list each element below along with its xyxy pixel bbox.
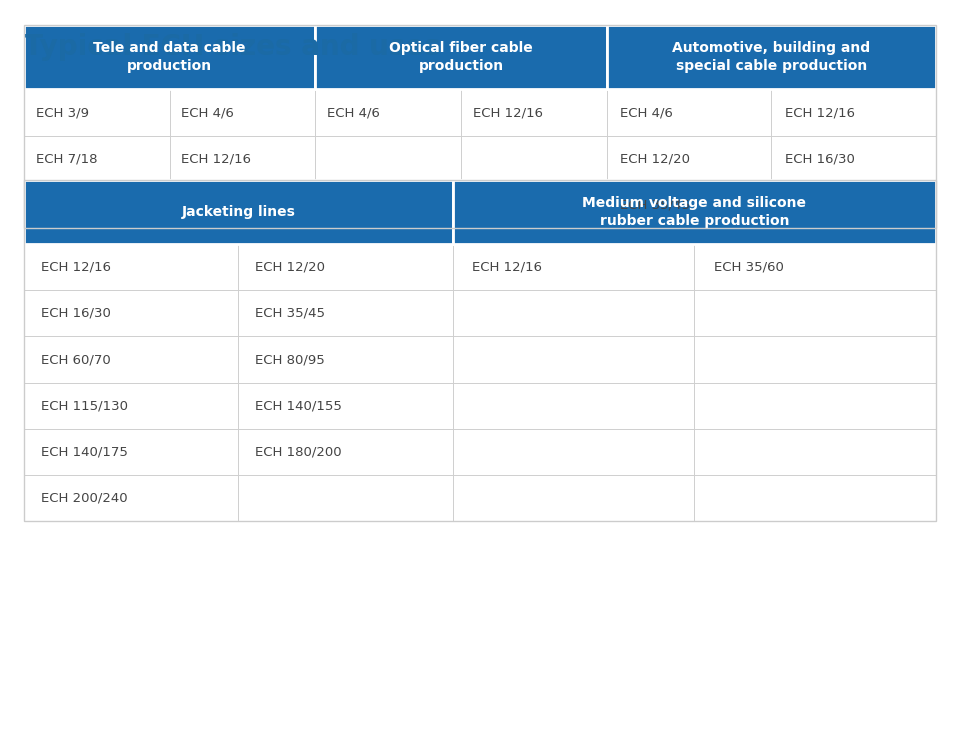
Bar: [607, 136, 772, 182]
Bar: [694, 244, 936, 290]
Bar: [316, 25, 607, 89]
Text: ECH 16/30: ECH 16/30: [784, 152, 854, 165]
Bar: [170, 89, 316, 136]
Bar: [772, 136, 936, 182]
Bar: [694, 475, 936, 521]
Bar: [461, 182, 607, 228]
Text: ECH 180/200: ECH 180/200: [255, 446, 342, 458]
Bar: [772, 89, 936, 136]
Text: ECH 115/130: ECH 115/130: [41, 399, 128, 412]
Text: ECH 4/6: ECH 4/6: [327, 106, 380, 119]
Bar: [24, 182, 170, 228]
Bar: [24, 25, 936, 228]
Bar: [24, 475, 238, 521]
Bar: [452, 244, 694, 290]
Bar: [607, 25, 936, 89]
Text: ECH 35/45: ECH 35/45: [620, 199, 690, 211]
Bar: [24, 244, 238, 290]
Text: ECH 12/16: ECH 12/16: [784, 106, 854, 119]
Bar: [452, 290, 694, 336]
Bar: [238, 336, 452, 383]
Bar: [694, 383, 936, 429]
Text: Jacketing lines: Jacketing lines: [181, 205, 296, 219]
Text: Typical ECH sizes and uses: Typical ECH sizes and uses: [24, 33, 441, 61]
Bar: [452, 180, 936, 244]
Bar: [24, 180, 936, 521]
Bar: [170, 136, 316, 182]
Bar: [452, 383, 694, 429]
Text: ECH 140/175: ECH 140/175: [41, 446, 128, 458]
Bar: [452, 336, 694, 383]
Text: ECH 16/30: ECH 16/30: [41, 307, 111, 320]
Text: Optical fiber cable
production: Optical fiber cable production: [390, 41, 533, 73]
Bar: [238, 244, 452, 290]
Text: ECH 140/155: ECH 140/155: [255, 399, 343, 412]
Bar: [461, 89, 607, 136]
Bar: [694, 429, 936, 475]
Bar: [24, 383, 238, 429]
Text: ECH 3/9: ECH 3/9: [36, 106, 88, 119]
Bar: [170, 182, 316, 228]
Bar: [238, 290, 452, 336]
Bar: [238, 383, 452, 429]
Bar: [694, 290, 936, 336]
Bar: [607, 89, 772, 136]
Text: ECH 12/20: ECH 12/20: [620, 152, 690, 165]
Bar: [694, 336, 936, 383]
Bar: [452, 475, 694, 521]
Bar: [607, 182, 772, 228]
Bar: [452, 429, 694, 475]
Text: Medium voltage and silicone
rubber cable production: Medium voltage and silicone rubber cable…: [583, 196, 806, 228]
Text: ECH 80/95: ECH 80/95: [255, 353, 325, 366]
Bar: [24, 25, 316, 89]
Bar: [772, 182, 936, 228]
Text: ECH 12/16: ECH 12/16: [41, 261, 111, 273]
Bar: [24, 136, 170, 182]
Bar: [238, 475, 452, 521]
Text: ECH 7/18: ECH 7/18: [36, 152, 97, 165]
Bar: [461, 136, 607, 182]
Text: ECH 35/60: ECH 35/60: [713, 261, 783, 273]
Text: ECH 35/45: ECH 35/45: [255, 307, 325, 320]
Text: ECH 60/70: ECH 60/70: [41, 353, 111, 366]
Text: ECH 12/20: ECH 12/20: [255, 261, 325, 273]
Text: Tele and data cable
production: Tele and data cable production: [93, 41, 246, 73]
Bar: [24, 89, 170, 136]
Text: Automotive, building and
special cable production: Automotive, building and special cable p…: [672, 41, 871, 73]
Text: ECH 4/6: ECH 4/6: [181, 106, 234, 119]
Bar: [24, 180, 452, 244]
Bar: [316, 136, 461, 182]
Bar: [24, 336, 238, 383]
Bar: [316, 182, 461, 228]
Text: ECH 12/16: ECH 12/16: [473, 106, 542, 119]
Bar: [316, 89, 461, 136]
Bar: [24, 290, 238, 336]
Bar: [24, 429, 238, 475]
Text: ECH 4/6: ECH 4/6: [620, 106, 673, 119]
Text: ECH 12/16: ECH 12/16: [181, 152, 252, 165]
Text: ECH 200/240: ECH 200/240: [41, 492, 128, 504]
Text: ECH 12/16: ECH 12/16: [472, 261, 542, 273]
Bar: [238, 429, 452, 475]
